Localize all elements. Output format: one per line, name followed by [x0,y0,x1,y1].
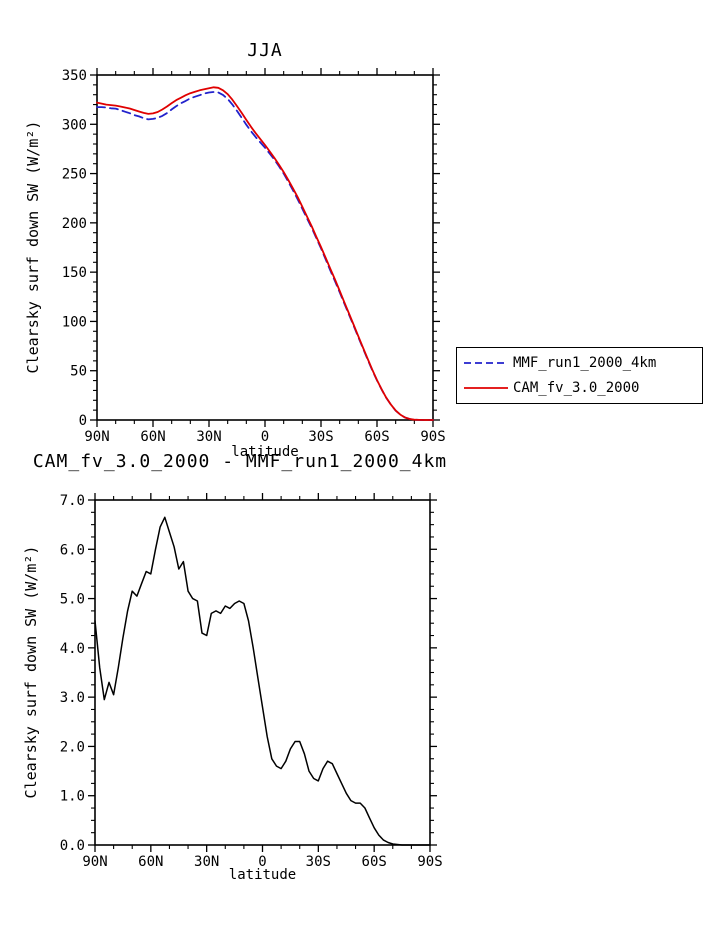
y-tick-label: 300 [62,117,87,133]
bottom-chart-x-axis-label: latitude [228,867,297,883]
y-tick-label: 6.0 [60,542,85,558]
bottom-chart-svg: 90N 60N 30N 0 30S 60S 90S 0.0 1.0 2.0 3.0 4.0 5.0 6.0… [60,493,443,870]
x-tick-label: 90N [82,854,107,870]
y-tick-label: 2.0 [60,739,85,755]
y-tick-label: 200 [62,216,87,232]
bottom-chart-y-axis-label: Clearsky surf down SW (W/m²) [22,545,40,799]
y-tick-label: 7.0 [60,493,85,509]
x-tick-label: 30S [308,429,333,445]
y-tick-label: 350 [62,68,87,84]
series-path-0 [94,516,431,846]
y-tick-label: 150 [62,265,87,281]
y-tick-label: 5.0 [60,592,85,608]
x-tick-label: 0 [261,429,269,445]
y-tick-label: 50 [70,364,87,380]
x-tick-label: 90S [420,429,445,445]
y-tick-label: 3.0 [60,690,85,706]
top-chart-title: JJA [247,40,283,61]
x-tick-label: 90S [417,854,442,870]
legend: MMF_run1_2000_4km CAM_fv_3.0_2000 [456,347,703,404]
legend-line-sample-cam [464,387,508,389]
bottom-chart-title: CAM_fv_3.0_2000 - MMF_run1_2000_4km [32,451,448,472]
legend-label-mmf: MMF_run1_2000_4km [513,355,657,371]
y-tick-label: 0 [79,413,87,429]
y-tick-label: 1.0 [60,789,85,805]
legend-line-sample-mmf [464,362,508,364]
y-tick-label: 0.0 [60,838,85,854]
y-tick-label: 4.0 [60,641,85,657]
series-path-1 [96,86,434,421]
y-tick-label: 100 [62,314,87,330]
x-tick-label: 60S [362,854,387,870]
plot-frame [94,499,431,846]
x-tick-label: 60N [140,429,165,445]
x-tick-label: 60S [364,429,389,445]
legend-label-cam: CAM_fv_3.0_2000 [513,380,640,396]
x-tick-label: 30S [306,854,331,870]
x-tick-label: 30N [194,854,219,870]
x-tick-label: 30N [196,429,221,445]
top-chart-x-axis-label: latitude [231,444,299,460]
legend-item-mmf: MMF_run1_2000_4km [463,355,696,371]
plot-frame [96,74,434,421]
x-tick-label: 90N [84,429,109,445]
legend-item-cam: CAM_fv_3.0_2000 [463,380,696,396]
x-tick-label: 60N [138,854,163,870]
x-tick-label: 0 [258,854,266,870]
y-tick-label: 250 [62,167,87,183]
top-chart-svg: 90N 60N 30N 0 30S 60S 90S 0 50 100 150 200 250 300 350 [62,68,446,445]
top-chart-y-axis-label: Clearsky surf down SW (W/m²) [24,120,42,374]
series-path-0 [96,91,434,421]
